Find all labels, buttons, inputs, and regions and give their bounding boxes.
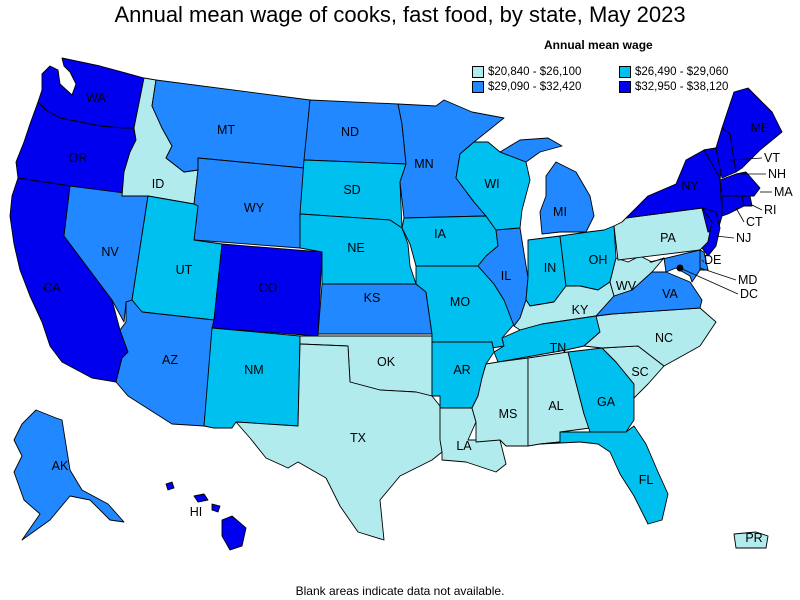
state-fl xyxy=(539,425,669,525)
footnote: Blank areas indicate data not available. xyxy=(295,584,505,598)
state-label-ky: KY xyxy=(572,303,589,317)
leader-line-de xyxy=(701,259,705,263)
state-nj xyxy=(701,207,721,257)
state-label-mn: MN xyxy=(414,157,433,171)
state-tx xyxy=(235,343,443,541)
legend-swatch-bin-2 xyxy=(619,66,631,78)
state-label-pr: PR xyxy=(745,531,762,545)
state-label-hi: HI xyxy=(190,505,203,519)
state-label-ca: CA xyxy=(43,281,61,295)
state-label-in: IN xyxy=(544,261,557,275)
state-label-wa: WA xyxy=(86,91,106,105)
state-label-nv: NV xyxy=(101,245,119,259)
legend-swatch-bin-3 xyxy=(472,81,484,93)
state-label-tx: TX xyxy=(350,431,367,445)
legend-label-bin-3: $29,090 - $32,420 xyxy=(488,81,582,93)
leader-line-ct xyxy=(735,207,745,223)
state-label-wy: WY xyxy=(244,201,265,215)
state-label-mt: MT xyxy=(217,123,235,137)
leader-line-dc xyxy=(679,267,739,295)
state-label-ct: CT xyxy=(746,215,763,229)
state-label-mi: MI xyxy=(553,205,567,219)
state-label-ok: OK xyxy=(377,355,396,369)
state-label-nc: NC xyxy=(655,331,673,345)
legend-label-bin-4: $32,950 - $38,120 xyxy=(635,81,729,93)
leader-line-nj xyxy=(715,235,735,239)
state-co xyxy=(211,243,323,337)
state-label-vt: VT xyxy=(764,151,780,165)
state-label-sc: SC xyxy=(631,365,648,379)
state-label-dc: DC xyxy=(740,287,758,301)
state-label-nj: NJ xyxy=(736,231,751,245)
state-label-ak: AK xyxy=(52,459,69,473)
leader-line-ri xyxy=(749,203,763,211)
legend-item-bin-1: $20,840 - $26,100 xyxy=(472,66,581,78)
map-title: Annual mean wage of cooks, fast food, by… xyxy=(114,2,686,27)
state-label-nd: ND xyxy=(341,125,359,139)
state-label-tn: TN xyxy=(550,341,567,355)
state-label-nm: NM xyxy=(244,363,263,377)
leader-line-md xyxy=(699,267,737,281)
state-label-wv: WV xyxy=(616,279,637,293)
legend-title: Annual mean wage xyxy=(544,38,653,52)
state-label-ms: MS xyxy=(499,407,518,421)
state-label-il: IL xyxy=(501,269,511,283)
state-label-al: AL xyxy=(548,399,563,413)
leader-line-vt xyxy=(729,157,763,161)
state-label-mo: MO xyxy=(450,295,470,309)
state-label-oh: OH xyxy=(589,253,608,267)
state-label-co: CO xyxy=(259,281,278,295)
state-ak xyxy=(13,409,125,541)
state-me xyxy=(721,87,783,173)
state-label-ks: KS xyxy=(364,291,381,305)
state-label-va: VA xyxy=(662,287,678,301)
state-label-az: AZ xyxy=(162,353,178,367)
state-label-md: MD xyxy=(738,273,757,287)
state-label-ut: UT xyxy=(176,263,193,277)
legend-item-bin-4: $32,950 - $38,120 xyxy=(619,81,728,93)
state-il xyxy=(477,227,529,327)
legend-label-bin-2: $26,490 - $29,060 xyxy=(635,66,729,78)
legend-swatch-bin-1 xyxy=(472,66,484,78)
state-nm xyxy=(203,327,301,429)
state-ms xyxy=(471,357,529,447)
state-label-nh: NH xyxy=(768,167,786,181)
state-label-ia: IA xyxy=(434,227,446,241)
state-md xyxy=(649,249,701,283)
state-label-wi: WI xyxy=(484,177,499,191)
legend-item-bin-3: $29,090 - $32,420 xyxy=(472,81,581,93)
legend-item-bin-2: $26,490 - $29,060 xyxy=(619,66,728,78)
state-label-ri: RI xyxy=(764,203,777,217)
state-label-la: LA xyxy=(456,439,472,453)
state-label-ne: NE xyxy=(347,241,364,255)
state-label-ar: AR xyxy=(453,363,470,377)
state-label-sd: SD xyxy=(343,183,360,197)
state-label-ga: GA xyxy=(597,395,616,409)
legend-swatch-bin-4 xyxy=(619,81,631,93)
state-label-me: ME xyxy=(751,121,770,135)
state-label-ma: MA xyxy=(774,185,793,199)
state-label-fl: FL xyxy=(639,473,654,487)
state-label-ny: NY xyxy=(681,179,699,193)
state-label-pa: PA xyxy=(660,231,676,245)
state-label-id: ID xyxy=(152,177,165,191)
state-hi xyxy=(165,481,247,551)
legend-label-bin-1: $20,840 - $26,100 xyxy=(488,66,582,78)
state-ne xyxy=(299,213,417,285)
state-pr xyxy=(733,531,769,549)
state-ct xyxy=(721,195,745,217)
state-label-or: OR xyxy=(69,151,88,165)
state-label-de: DE xyxy=(704,253,721,267)
